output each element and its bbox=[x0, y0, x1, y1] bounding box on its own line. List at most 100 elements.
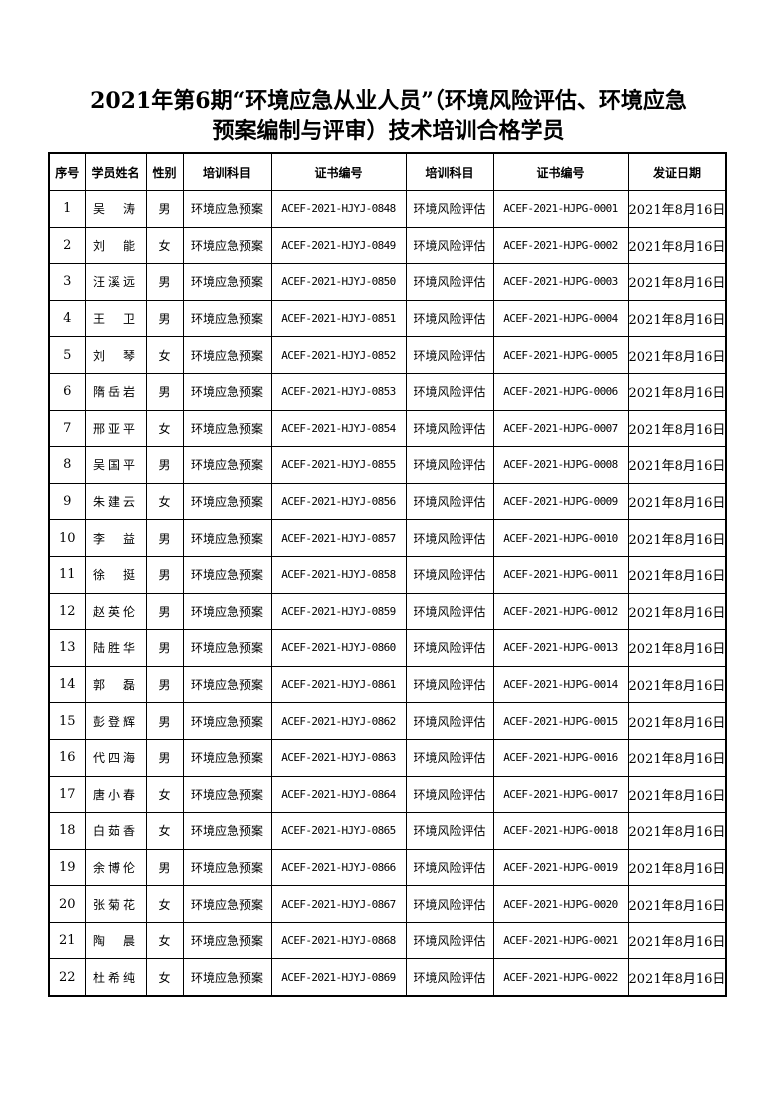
table-row: 7 邢亚平女环境应急预案 ACEF-2021-HJYJ-0854 环境风险评估 ACEF… bbox=[48, 409, 727, 448]
cell-name: 代四海 bbox=[84, 738, 147, 777]
cell-cert-no-1: ACEF-2021-HJYJ-0868 bbox=[270, 921, 407, 960]
cell-gender: 女 bbox=[145, 482, 184, 521]
table-row: 13 陆胜华男环境应急预案 ACEF-2021-HJYJ-0860 环境风险评估 ACE… bbox=[48, 629, 727, 667]
cell-cert-no-2: ACEF-2021-HJPG-0009 bbox=[492, 482, 629, 521]
header-course-1: 培训科目 bbox=[182, 152, 272, 191]
cell-index: 20 bbox=[48, 885, 86, 923]
cell-course-1: 环境应急预案 bbox=[182, 336, 272, 374]
cell-gender: 女 bbox=[145, 958, 184, 997]
cell-gender: 男 bbox=[145, 665, 184, 704]
cell-cert-no-1: ACEF-2021-HJYJ-0858 bbox=[270, 555, 407, 594]
cell-gender: 女 bbox=[145, 409, 184, 448]
cell-course-2: 环境风险评估 bbox=[405, 812, 494, 850]
cell-name: 刘 琴 bbox=[84, 336, 147, 374]
cell-index: 13 bbox=[48, 629, 86, 667]
header-cert-no-1: 证书编号 bbox=[270, 152, 407, 191]
cell-gender: 男 bbox=[145, 592, 184, 631]
header-name: 学员姓名 bbox=[84, 152, 147, 191]
cell-name: 刘 能 bbox=[84, 226, 147, 265]
cell-cert-no-1: ACEF-2021-HJYJ-0864 bbox=[270, 775, 407, 814]
cell-cert-no-2: ACEF-2021-HJPG-0008 bbox=[492, 446, 629, 484]
cell-issue-date: 2021年8月16日 bbox=[627, 665, 727, 704]
cell-gender: 男 bbox=[145, 519, 184, 557]
cell-cert-no-2: ACEF-2021-HJPG-0019 bbox=[492, 848, 629, 887]
cell-cert-no-2: ACEF-2021-HJPG-0022 bbox=[492, 958, 629, 997]
cell-name: 朱建云 bbox=[84, 482, 147, 521]
cell-cert-no-1: ACEF-2021-HJYJ-0859 bbox=[270, 592, 407, 631]
cell-name: 唐小春 bbox=[84, 775, 147, 814]
table-header-row: 序号 学员姓名 性别 培训科目 证书编号 培训科目 证书编号 发证日期 bbox=[48, 152, 727, 191]
cell-course-2: 环境风险评估 bbox=[405, 848, 494, 887]
cell-course-2: 环境风险评估 bbox=[405, 921, 494, 960]
cell-course-1: 环境应急预案 bbox=[182, 263, 272, 301]
cell-name: 汪溪远 bbox=[84, 263, 147, 301]
table-row: 14 郭 磊男环境应急预案 ACEF-2021-HJYJ-0861 环境风险评估 ACE… bbox=[48, 665, 727, 704]
cell-issue-date: 2021年8月16日 bbox=[627, 775, 727, 814]
header-index: 序号 bbox=[48, 152, 86, 191]
cell-issue-date: 2021年8月16日 bbox=[627, 592, 727, 631]
cell-cert-no-2: ACEF-2021-HJPG-0001 bbox=[492, 190, 629, 228]
cell-course-2: 环境风险评估 bbox=[405, 372, 494, 411]
cell-issue-date: 2021年8月16日 bbox=[627, 812, 727, 850]
cell-gender: 男 bbox=[145, 446, 184, 484]
cell-index: 6 bbox=[48, 372, 86, 411]
cell-course-2: 环境风险评估 bbox=[405, 738, 494, 777]
cell-index: 1 bbox=[48, 190, 86, 228]
cell-name: 杜希纯 bbox=[84, 958, 147, 997]
cell-name: 赵英伦 bbox=[84, 592, 147, 631]
cell-gender: 男 bbox=[145, 555, 184, 594]
cell-index: 12 bbox=[48, 592, 86, 631]
cell-name: 陆胜华 bbox=[84, 629, 147, 667]
cell-issue-date: 2021年8月16日 bbox=[627, 482, 727, 521]
cell-course-1: 环境应急预案 bbox=[182, 482, 272, 521]
cell-cert-no-2: ACEF-2021-HJPG-0018 bbox=[492, 812, 629, 850]
cell-name: 邢亚平 bbox=[84, 409, 147, 448]
cell-course-2: 环境风险评估 bbox=[405, 226, 494, 265]
cell-cert-no-2: ACEF-2021-HJPG-0014 bbox=[492, 665, 629, 704]
cell-index: 8 bbox=[48, 446, 86, 484]
table-row: 12 赵英伦男环境应急预案 ACEF-2021-HJYJ-0859 环境风险评估 ACE… bbox=[48, 592, 727, 631]
cell-index: 2 bbox=[48, 226, 86, 265]
cell-gender: 男 bbox=[145, 263, 184, 301]
cell-cert-no-1: ACEF-2021-HJYJ-0857 bbox=[270, 519, 407, 557]
cell-issue-date: 2021年8月16日 bbox=[627, 921, 727, 960]
table-row: 10 李 益男环境应急预案 ACEF-2021-HJYJ-0857 环境风险评估 ACE… bbox=[48, 519, 727, 557]
cell-issue-date: 2021年8月16日 bbox=[627, 629, 727, 667]
cell-name: 陶 晨 bbox=[84, 921, 147, 960]
cell-name: 张菊花 bbox=[84, 885, 147, 923]
cell-cert-no-1: ACEF-2021-HJYJ-0867 bbox=[270, 885, 407, 923]
cell-cert-no-2: ACEF-2021-HJPG-0007 bbox=[492, 409, 629, 448]
cell-index: 15 bbox=[48, 702, 86, 740]
table-row: 8 吴国平男环境应急预案 ACEF-2021-HJYJ-0855 环境风险评估 ACEF… bbox=[48, 446, 727, 484]
cell-course-2: 环境风险评估 bbox=[405, 885, 494, 923]
cell-issue-date: 2021年8月16日 bbox=[627, 372, 727, 411]
table-row: 18 白茹香女环境应急预案 ACEF-2021-HJYJ-0865 环境风险评估 ACE… bbox=[48, 812, 727, 850]
cell-cert-no-2: ACEF-2021-HJPG-0015 bbox=[492, 702, 629, 740]
cell-course-1: 环境应急预案 bbox=[182, 555, 272, 594]
cell-index: 11 bbox=[48, 555, 86, 594]
cell-course-1: 环境应急预案 bbox=[182, 921, 272, 960]
cell-cert-no-1: ACEF-2021-HJYJ-0856 bbox=[270, 482, 407, 521]
cell-index: 16 bbox=[48, 738, 86, 777]
cell-index: 21 bbox=[48, 921, 86, 960]
cell-gender: 男 bbox=[145, 190, 184, 228]
cell-gender: 女 bbox=[145, 775, 184, 814]
cell-course-2: 环境风险评估 bbox=[405, 592, 494, 631]
cell-cert-no-1: ACEF-2021-HJYJ-0854 bbox=[270, 409, 407, 448]
cell-cert-no-1: ACEF-2021-HJYJ-0848 bbox=[270, 190, 407, 228]
cell-issue-date: 2021年8月16日 bbox=[627, 958, 727, 997]
cell-gender: 女 bbox=[145, 226, 184, 265]
cell-course-1: 环境应急预案 bbox=[182, 409, 272, 448]
cell-index: 17 bbox=[48, 775, 86, 814]
cell-course-2: 环境风险评估 bbox=[405, 446, 494, 484]
cell-cert-no-1: ACEF-2021-HJYJ-0865 bbox=[270, 812, 407, 850]
cell-name: 隋岳岩 bbox=[84, 372, 147, 411]
cell-cert-no-1: ACEF-2021-HJYJ-0866 bbox=[270, 848, 407, 887]
table-row: 9 朱建云女环境应急预案 ACEF-2021-HJYJ-0856 环境风险评估 ACEF… bbox=[48, 482, 727, 521]
cell-course-1: 环境应急预案 bbox=[182, 812, 272, 850]
cell-cert-no-2: ACEF-2021-HJPG-0011 bbox=[492, 555, 629, 594]
header-gender: 性别 bbox=[145, 152, 184, 191]
cell-gender: 男 bbox=[145, 738, 184, 777]
